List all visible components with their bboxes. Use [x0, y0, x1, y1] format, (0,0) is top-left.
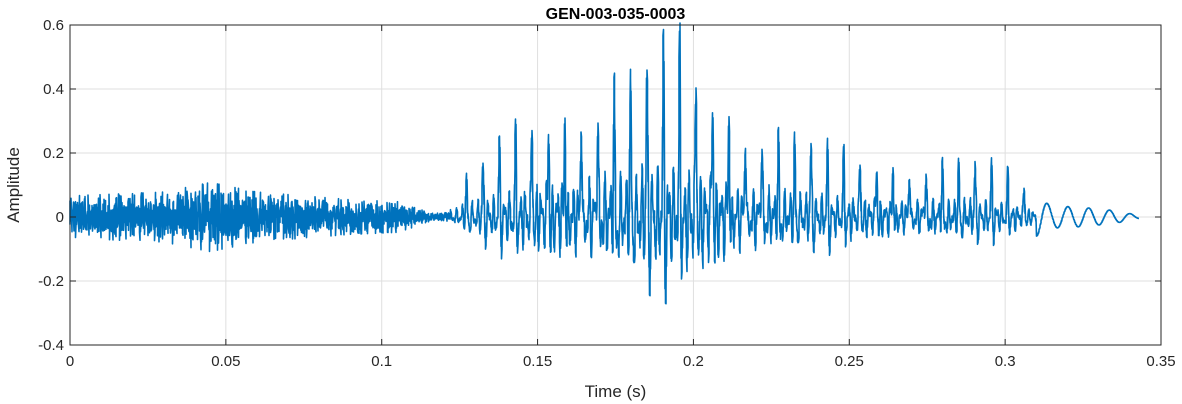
x-tick-label: 0.3 [995, 353, 1016, 370]
y-tick-marks [70, 24, 1161, 346]
x-tick-label: 0.05 [211, 353, 240, 370]
y-tick-label: -0.2 [38, 273, 64, 290]
y-tick-label: 0 [56, 209, 64, 226]
y-tick-label: 0.6 [43, 17, 64, 34]
y-tick-label: 0.2 [43, 145, 64, 162]
y-tick-label: -0.4 [38, 337, 64, 354]
y-tick-label: 0.4 [43, 81, 64, 98]
x-tick-labels: 0 0.05 0.1 0.15 0.2 0.25 0.3 0.35 [66, 353, 1176, 370]
plot-area-frame [69, 24, 1162, 346]
waveform-line [69, 22, 1140, 305]
x-tick-marks [69, 25, 1162, 345]
x-tick-label: 0.2 [683, 353, 704, 370]
x-tick-label: 0 [66, 353, 74, 370]
chart-title: GEN-003-035-0003 [546, 6, 686, 23]
x-tick-label: 0.1 [371, 353, 392, 370]
y-axis-label: Amplitude [4, 147, 23, 223]
x-tick-label: 0.35 [1146, 353, 1175, 370]
x-tick-label: 0.15 [523, 353, 552, 370]
waveform-trace-group [69, 22, 1140, 305]
y-tick-labels: -0.4 -0.2 0 0.2 0.4 0.6 [38, 17, 64, 354]
x-axis-label: Time (s) [585, 382, 647, 401]
x-tick-label: 0.25 [835, 353, 864, 370]
